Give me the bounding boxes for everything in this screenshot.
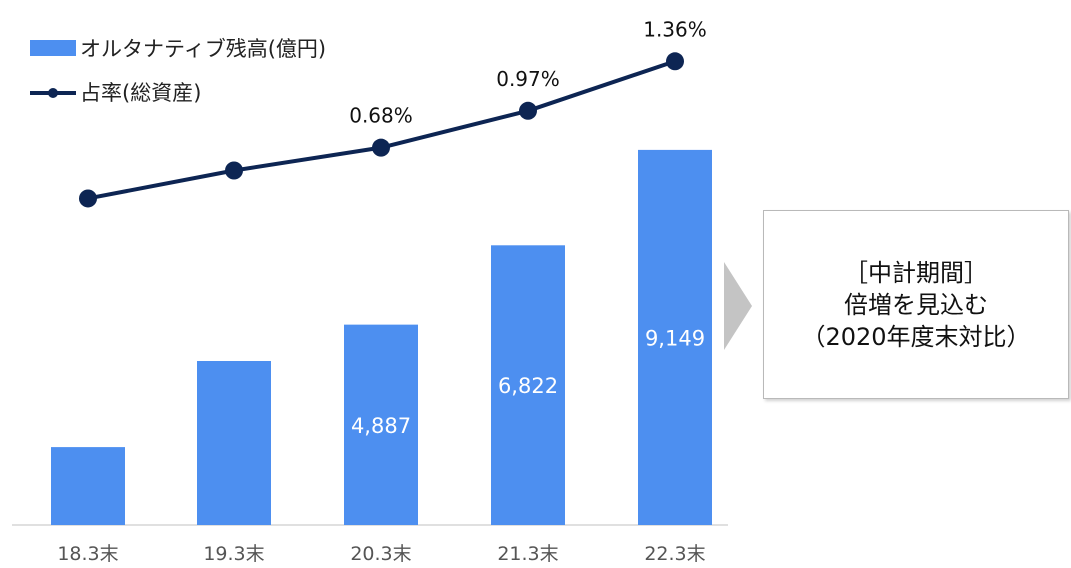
line-point-22.3末 (666, 52, 684, 71)
x-tick-labels: 18.3末 19.3末 20.3末 21.3末 22.3末 (57, 543, 705, 565)
bar-19.3末 (197, 361, 271, 525)
bar-data-label: 9,149 (645, 326, 705, 350)
legend-bar-label: オルタナティブ残高(億円) (80, 37, 326, 61)
arrow-icon (724, 262, 752, 350)
x-tick-label: 20.3末 (350, 543, 411, 565)
line-point-21.3末 (519, 101, 537, 120)
line-data-label: 0.97% (496, 67, 560, 91)
line-point-20.3末 (372, 138, 390, 157)
callout-comparison-text: （2020年度末対比） (801, 322, 1031, 351)
callout-heading: ［中計期間］ (844, 258, 988, 287)
legend: オルタナティブ残高(億円) 占率(総資産) (30, 37, 326, 105)
bar-20.3末 (344, 324, 418, 525)
callout-main-text: 倍増を見込む (844, 290, 988, 319)
line-series: 0.68% 0.97% 1.36% (79, 17, 707, 208)
line-point-19.3末 (225, 161, 243, 180)
x-tick-label: 19.3末 (203, 543, 264, 565)
bar-18.3末 (51, 447, 125, 525)
line-data-label: 0.68% (349, 104, 413, 128)
bar-series: 4,887 6,822 9,149 (51, 149, 712, 526)
legend-line-marker (48, 88, 58, 98)
line-point-18.3末 (79, 189, 97, 208)
x-tick-label: 22.3末 (644, 543, 705, 565)
line-data-label: 1.36% (643, 17, 707, 41)
x-tick-label: 21.3末 (497, 543, 558, 565)
x-tick-label: 18.3末 (57, 543, 118, 565)
bar-data-label: 6,822 (498, 374, 558, 398)
legend-bar-swatch (30, 40, 76, 56)
chart: 4,887 6,822 9,149 0.68% 0.97% 1.36% 18.3末 19.… (12, 17, 728, 565)
midterm-plan-callout: ［中計期間］ 倍増を見込む （2020年度末対比） (763, 210, 1069, 399)
bar-21.3末 (491, 245, 565, 525)
bar-22.3末 (638, 149, 712, 526)
bar-data-label: 4,887 (351, 414, 411, 438)
legend-line-label: 占率(総資産) (80, 81, 201, 105)
